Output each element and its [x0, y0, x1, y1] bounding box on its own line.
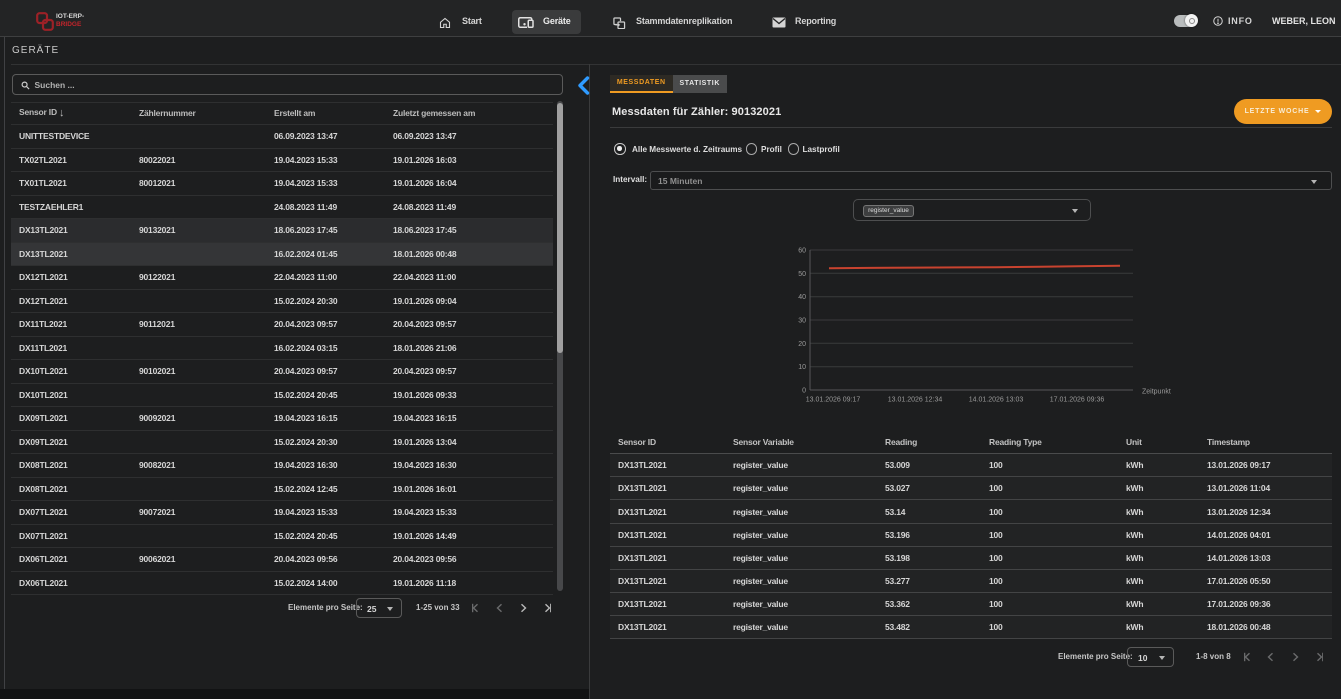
svg-text:17.01.2026 09:36: 17.01.2026 09:36 — [1050, 397, 1105, 404]
svg-text:60: 60 — [798, 248, 806, 255]
svg-text:Zeitpunkt: Zeitpunkt — [1142, 389, 1171, 396]
svg-text:13.01.2026 12:34: 13.01.2026 12:34 — [888, 397, 943, 404]
svg-text:40: 40 — [798, 294, 806, 301]
svg-text:13.01.2026 09:17: 13.01.2026 09:17 — [806, 397, 861, 404]
svg-text:50: 50 — [798, 271, 806, 278]
svg-text:14.01.2026 13:03: 14.01.2026 13:03 — [969, 397, 1024, 404]
svg-text:10: 10 — [798, 364, 806, 371]
svg-text:0: 0 — [802, 388, 806, 395]
svg-text:20: 20 — [798, 341, 806, 348]
svg-text:30: 30 — [798, 318, 806, 325]
